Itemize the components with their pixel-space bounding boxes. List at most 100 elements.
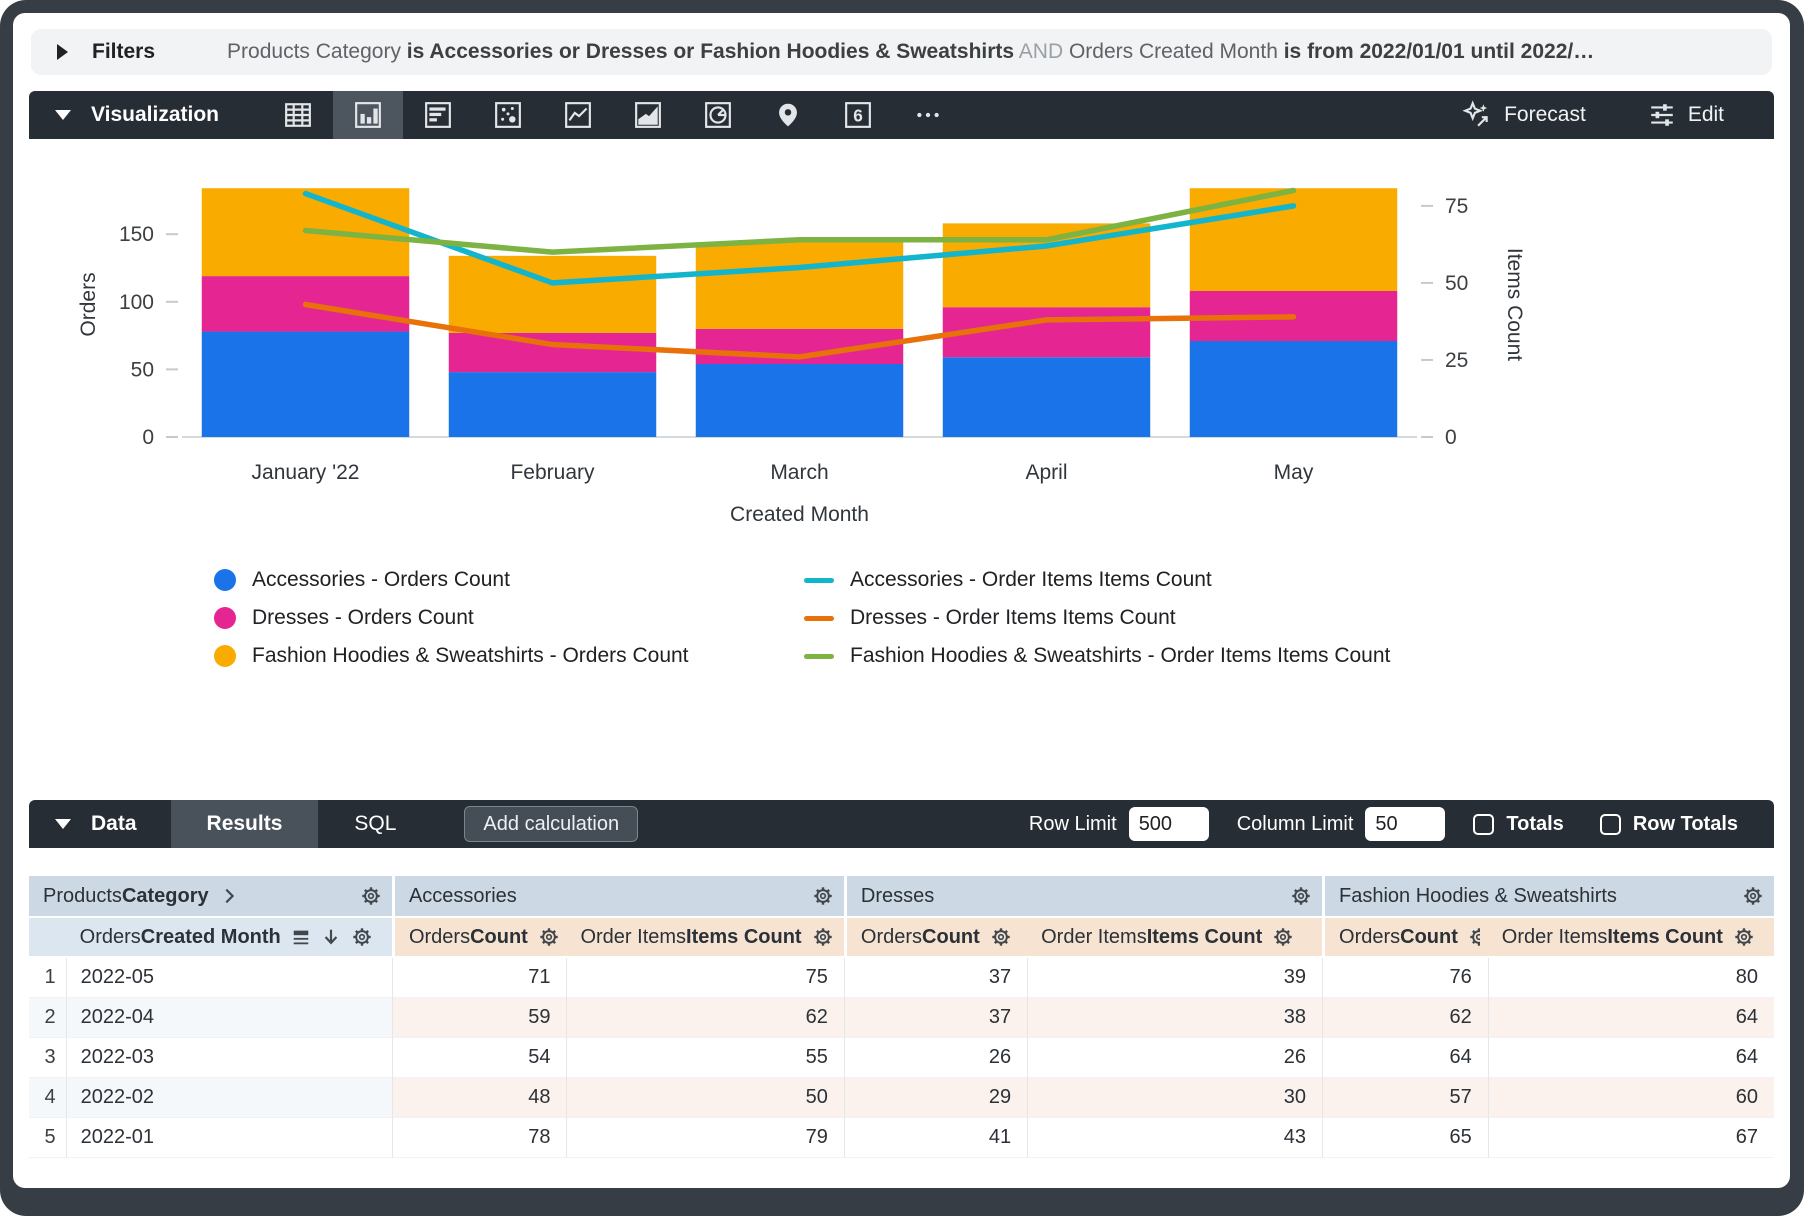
value-cell[interactable]: 57 (1322, 1078, 1488, 1118)
bar-segment[interactable] (695, 242, 903, 329)
viz-type-more-button[interactable] (893, 91, 963, 139)
viz-type-pie-button[interactable] (683, 91, 753, 139)
gear-icon[interactable] (360, 885, 382, 907)
viz-type-column-button[interactable] (332, 91, 403, 139)
legend-item[interactable]: Accessories - Order Items Items Count (804, 561, 1390, 599)
gear-icon[interactable] (1733, 926, 1755, 948)
bar-segment[interactable] (942, 357, 1150, 437)
value-cell[interactable]: 62 (566, 998, 844, 1038)
value-cell[interactable]: 29 (843, 1078, 1028, 1118)
created-month-cell[interactable]: 2022-01 (65, 1118, 392, 1158)
gear-icon[interactable] (990, 926, 1012, 948)
viz-type-map-button[interactable] (753, 91, 823, 139)
dimension-group-header[interactable]: Products Category (29, 876, 392, 918)
value-cell[interactable]: 48 (391, 1078, 567, 1118)
filter-summary[interactable]: Products Category is Accessories or Dres… (227, 40, 1746, 64)
column-header-items-count[interactable]: Order Items Items Count (1487, 918, 1774, 958)
column-header-orders-count[interactable]: Orders Count (843, 918, 1028, 958)
collapse-data-icon[interactable] (55, 819, 71, 829)
group-header-accessories[interactable]: Accessories (391, 876, 844, 918)
value-cell[interactable]: 59 (391, 998, 567, 1038)
tab-sql[interactable]: SQL (354, 812, 397, 835)
legend-item[interactable]: Fashion Hoodies & Sweatshirts - Order It… (804, 637, 1390, 675)
column-header-created-month[interactable]: Orders Created Month (65, 918, 392, 958)
value-cell[interactable]: 75 (566, 958, 844, 998)
expand-filters-icon[interactable] (57, 44, 68, 60)
line-series[interactable] (302, 301, 1296, 360)
created-month-cell[interactable]: 2022-05 (65, 958, 392, 998)
created-month-cell[interactable]: 2022-02 (65, 1078, 392, 1118)
value-cell[interactable]: 65 (1322, 1118, 1488, 1158)
column-header-items-count[interactable]: Order Items Items Count (566, 918, 844, 958)
gear-icon[interactable] (1272, 926, 1294, 948)
legend-item[interactable]: Dresses - Order Items Items Count (804, 599, 1390, 637)
tab-results[interactable]: Results (170, 800, 319, 848)
value-cell[interactable]: 79 (566, 1118, 844, 1158)
sort-desc-icon[interactable] (321, 927, 341, 947)
visualization-section-label[interactable]: Visualization (91, 103, 219, 126)
value-cell[interactable]: 26 (1027, 1038, 1323, 1078)
line-series[interactable] (302, 187, 1296, 255)
gear-icon[interactable] (1290, 885, 1312, 907)
data-section-label[interactable]: Data (91, 812, 137, 835)
value-cell[interactable]: 26 (843, 1038, 1028, 1078)
bar-segment[interactable] (448, 255, 656, 333)
chevron-right-icon[interactable] (219, 886, 239, 906)
value-cell[interactable]: 37 (843, 998, 1028, 1038)
bar-segment[interactable] (1189, 341, 1397, 437)
bar-segment[interactable] (201, 331, 409, 437)
value-cell[interactable]: 60 (1487, 1078, 1774, 1118)
column-limit-input[interactable] (1365, 807, 1446, 841)
add-calculation-button[interactable]: Add calculation (464, 806, 639, 842)
value-cell[interactable]: 54 (391, 1038, 567, 1078)
gear-icon[interactable] (538, 926, 559, 948)
value-cell[interactable]: 41 (843, 1118, 1028, 1158)
legend-item[interactable]: Dresses - Orders Count (214, 599, 804, 637)
row-totals-checkbox[interactable] (1599, 813, 1621, 835)
value-cell[interactable]: 39 (1027, 958, 1323, 998)
value-cell[interactable]: 37 (843, 958, 1028, 998)
column-header-orders-count[interactable]: Orders Count (391, 918, 567, 958)
viz-type-bar-button[interactable] (403, 91, 473, 139)
value-cell[interactable]: 62 (1322, 998, 1488, 1038)
bar-segment[interactable] (448, 372, 656, 437)
bar-segment[interactable] (448, 332, 656, 373)
value-cell[interactable]: 30 (1027, 1078, 1323, 1118)
column-header-items-count[interactable]: Order Items Items Count (1027, 918, 1323, 958)
gear-icon[interactable] (351, 926, 373, 948)
legend-item[interactable]: Accessories - Orders Count (214, 561, 804, 599)
group-header-fashion-hoodies[interactable]: Fashion Hoodies & Sweatshirts (1322, 876, 1774, 918)
bar-segment[interactable] (695, 363, 903, 437)
created-month-cell[interactable]: 2022-04 (65, 998, 392, 1038)
value-cell[interactable]: 78 (391, 1118, 567, 1158)
value-cell[interactable]: 64 (1322, 1038, 1488, 1078)
totals-checkbox[interactable] (1473, 813, 1495, 835)
row-limit-input[interactable] (1128, 807, 1209, 841)
value-cell[interactable]: 71 (391, 958, 567, 998)
viz-type-line-button[interactable] (543, 91, 613, 139)
value-cell[interactable]: 76 (1322, 958, 1488, 998)
line-series[interactable] (302, 190, 1296, 286)
viz-type-scatter-button[interactable] (473, 91, 543, 139)
viz-type-table-button[interactable] (263, 91, 333, 139)
value-cell[interactable]: 64 (1487, 998, 1774, 1038)
viz-type-area-button[interactable] (613, 91, 683, 139)
value-cell[interactable]: 80 (1487, 958, 1774, 998)
value-cell[interactable]: 55 (566, 1038, 844, 1078)
column-header-orders-count[interactable]: Orders Count (1322, 918, 1488, 958)
value-cell[interactable]: 43 (1027, 1118, 1323, 1158)
subtotals-icon[interactable] (291, 927, 311, 947)
gear-icon[interactable] (812, 885, 834, 907)
gear-icon[interactable] (1742, 885, 1764, 907)
legend-item[interactable]: Fashion Hoodies & Sweatshirts - Orders C… (214, 637, 804, 675)
gear-icon[interactable] (1468, 926, 1480, 948)
value-cell[interactable]: 38 (1027, 998, 1323, 1038)
value-cell[interactable]: 67 (1487, 1118, 1774, 1158)
filters-section-label[interactable]: Filters (92, 40, 156, 63)
viz-type-single-value-button[interactable]: 6 (823, 91, 893, 139)
value-cell[interactable]: 50 (566, 1078, 844, 1118)
created-month-cell[interactable]: 2022-03 (65, 1038, 392, 1078)
edit-button[interactable]: Edit (1648, 101, 1724, 129)
gear-icon[interactable] (812, 926, 834, 948)
group-header-dresses[interactable]: Dresses (843, 876, 1323, 918)
